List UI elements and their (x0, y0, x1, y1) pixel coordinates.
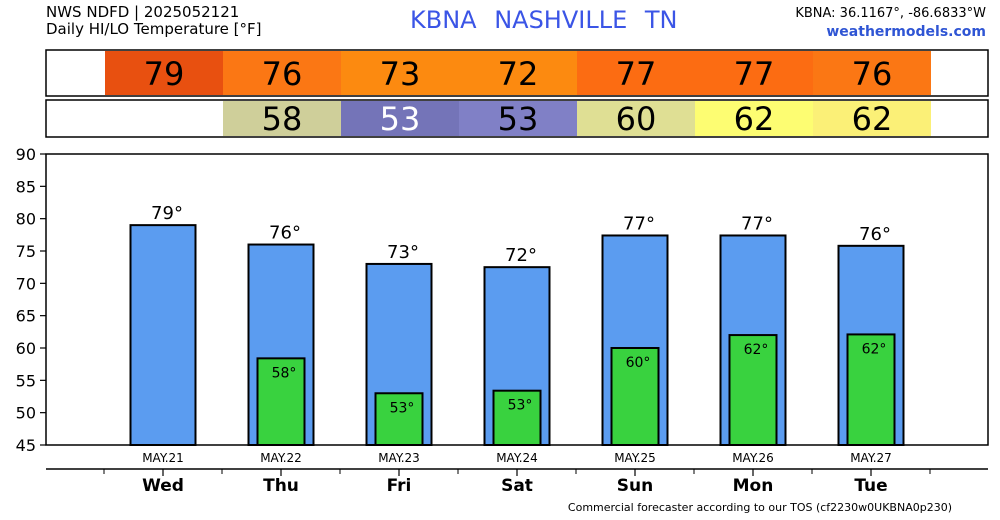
high-temp-label: 77° (623, 213, 655, 234)
day-label: Sat (501, 476, 533, 496)
high-temp-bar (131, 225, 196, 445)
y-tick-label: 75 (16, 242, 36, 261)
low-temp-label: 62° (744, 342, 769, 358)
low-temp-label: 53° (508, 398, 533, 414)
y-tick-label: 50 (16, 404, 36, 423)
low-temp-label: 60° (626, 355, 651, 371)
y-tick-label: 55 (16, 371, 36, 390)
y-tick-label: 90 (16, 145, 36, 164)
day-label: Wed (142, 476, 184, 496)
day-label: Thu (263, 476, 299, 496)
day-label: Tue (854, 476, 887, 496)
y-tick-label: 70 (16, 274, 36, 293)
y-tick-label: 80 (16, 210, 36, 229)
high-temp-label: 79° (151, 203, 183, 224)
date-label: MAY.21 (142, 451, 184, 465)
date-label: MAY.24 (496, 451, 538, 465)
date-label: MAY.27 (850, 451, 892, 465)
footer-note: Commercial forecaster according to our T… (568, 501, 952, 514)
high-temp-label: 76° (859, 224, 891, 245)
day-label: Sun (617, 476, 653, 496)
y-tick-label: 65 (16, 307, 36, 326)
date-label: MAY.22 (260, 451, 302, 465)
date-label: MAY.26 (732, 451, 774, 465)
y-tick-label: 45 (16, 436, 36, 455)
low-temp-label: 53° (390, 400, 415, 416)
date-label: MAY.23 (378, 451, 420, 465)
day-label: Mon (733, 476, 774, 496)
y-tick-label: 85 (16, 177, 36, 196)
day-label: Fri (387, 476, 412, 496)
high-temp-label: 76° (269, 223, 301, 244)
date-label: MAY.25 (614, 451, 656, 465)
y-tick-label: 60 (16, 339, 36, 358)
high-temp-label: 72° (505, 245, 537, 266)
high-temp-label: 77° (741, 213, 773, 234)
high-temp-label: 73° (387, 242, 419, 263)
low-temp-label: 58° (272, 365, 297, 381)
low-temp-label: 62° (862, 341, 887, 357)
